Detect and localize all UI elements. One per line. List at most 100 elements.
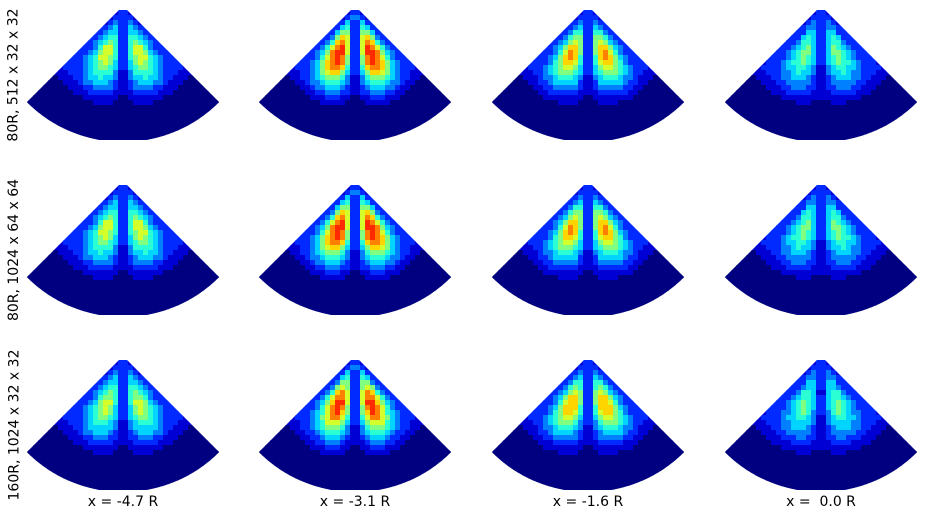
heatmap-cell: [93, 40, 99, 46]
heatmap-cell: [593, 305, 599, 311]
heatmap-cell: [395, 90, 401, 96]
heatmap-cell: [93, 135, 99, 140]
heatmap-cell: [761, 90, 767, 96]
heatmap-cell: [148, 220, 154, 226]
heatmap-cell: [811, 185, 817, 191]
heatmap-cell: [826, 60, 832, 66]
heatmap-cell: [628, 50, 634, 56]
heatmap-cell: [886, 105, 892, 111]
heatmap-cell: [148, 135, 154, 140]
heatmap-cell: [573, 215, 579, 221]
heatmap-cell: [138, 240, 144, 246]
heatmap-cell: [188, 125, 194, 131]
heatmap-cell: [53, 275, 59, 281]
heatmap-cell: [315, 310, 321, 315]
heatmap-cell: [330, 75, 336, 81]
heatmap-cell: [816, 205, 822, 211]
heatmap-cell: [578, 195, 584, 201]
heatmap-cell: [355, 290, 361, 296]
heatmap-cell: [305, 310, 311, 315]
heatmap-cell: [355, 230, 361, 236]
heatmap-cell: [491, 90, 494, 96]
heatmap-cell: [648, 65, 654, 71]
heatmap-cell: [911, 100, 917, 106]
heatmap-cell: [385, 255, 391, 261]
heatmap-cell: [568, 20, 574, 26]
heatmap-cell: [588, 120, 594, 126]
heatmap-cell: [866, 110, 872, 116]
heatmap-cell: [613, 70, 619, 76]
heatmap-cell: [148, 45, 154, 51]
heatmap-cell: [598, 205, 604, 211]
heatmap-cell: [588, 110, 594, 116]
heatmap-cell: [123, 190, 129, 196]
heatmap-cell: [395, 80, 401, 86]
heatmap-cell: [350, 50, 356, 56]
heatmap-cell: [153, 120, 159, 126]
heatmap-cell: [73, 115, 79, 121]
heatmap-cell: [143, 215, 149, 221]
heatmap-cell: [553, 135, 559, 140]
heatmap-cell: [638, 100, 644, 106]
heatmap-cell: [613, 260, 619, 266]
heatmap-cell: [741, 90, 747, 96]
heatmap-cell: [663, 255, 669, 261]
heatmap-cell: [623, 125, 629, 131]
heatmap-cell: [118, 225, 124, 231]
heatmap-cell: [325, 245, 331, 251]
heatmap-cell: [831, 75, 837, 81]
heatmap-cell: [138, 285, 144, 291]
heatmap-cell: [543, 235, 549, 241]
heatmap-cell: [405, 55, 411, 61]
heatmap-cell: [58, 240, 64, 246]
heatmap-cell: [836, 135, 842, 140]
heatmap-cell: [618, 235, 624, 241]
heatmap-cell: [420, 75, 426, 81]
heatmap-cell: [153, 255, 159, 261]
heatmap-cell: [851, 135, 857, 140]
heatmap-cell: [168, 135, 174, 140]
heatmap-cell: [355, 300, 361, 306]
heatmap-cell: [300, 290, 306, 296]
heatmap-cell: [58, 275, 64, 281]
heatmap-cell: [623, 120, 629, 126]
heatmap-cell: [756, 90, 762, 96]
heatmap-cell: [128, 300, 134, 306]
heatmap-cell: [390, 65, 396, 71]
heatmap-cell: [836, 85, 842, 91]
heatmap-cell: [731, 95, 737, 101]
heatmap-cell: [188, 240, 194, 246]
heatmap-cell: [831, 80, 837, 86]
heatmap-cell: [498, 290, 504, 296]
heatmap-cell: [113, 40, 119, 46]
heatmap-cell: [380, 255, 386, 261]
heatmap-cell: [28, 270, 34, 276]
heatmap-cell: [128, 115, 134, 121]
heatmap-cell: [425, 90, 431, 96]
heatmap-cell: [310, 230, 316, 236]
heatmap-cell: [638, 95, 644, 101]
heatmap-cell: [198, 295, 204, 301]
heatmap-cell: [330, 50, 336, 56]
heatmap-cell: [163, 130, 169, 136]
heatmap-cell: [493, 85, 499, 91]
heatmap-cell: [861, 225, 867, 231]
heatmap-cell: [123, 100, 129, 106]
heatmap-cell: [148, 305, 154, 311]
heatmap-cell: [63, 255, 69, 261]
heatmap-cell: [325, 300, 331, 306]
heatmap-cell: [203, 255, 209, 261]
heatmap-cell: [73, 95, 79, 101]
heatmap-cell: [841, 55, 847, 61]
heatmap-cell: [613, 285, 619, 291]
heatmap-cell: [280, 125, 286, 131]
heatmap-cell: [593, 55, 599, 61]
heatmap-cell: [756, 245, 762, 251]
heatmap-cell: [68, 70, 74, 76]
heatmap-cell: [198, 290, 204, 296]
heatmap-cell: [420, 125, 426, 131]
heatmap-cell: [340, 255, 346, 261]
heatmap-cell: [578, 260, 584, 266]
heatmap-cell: [345, 310, 351, 315]
heatmap-cell: [158, 225, 164, 231]
